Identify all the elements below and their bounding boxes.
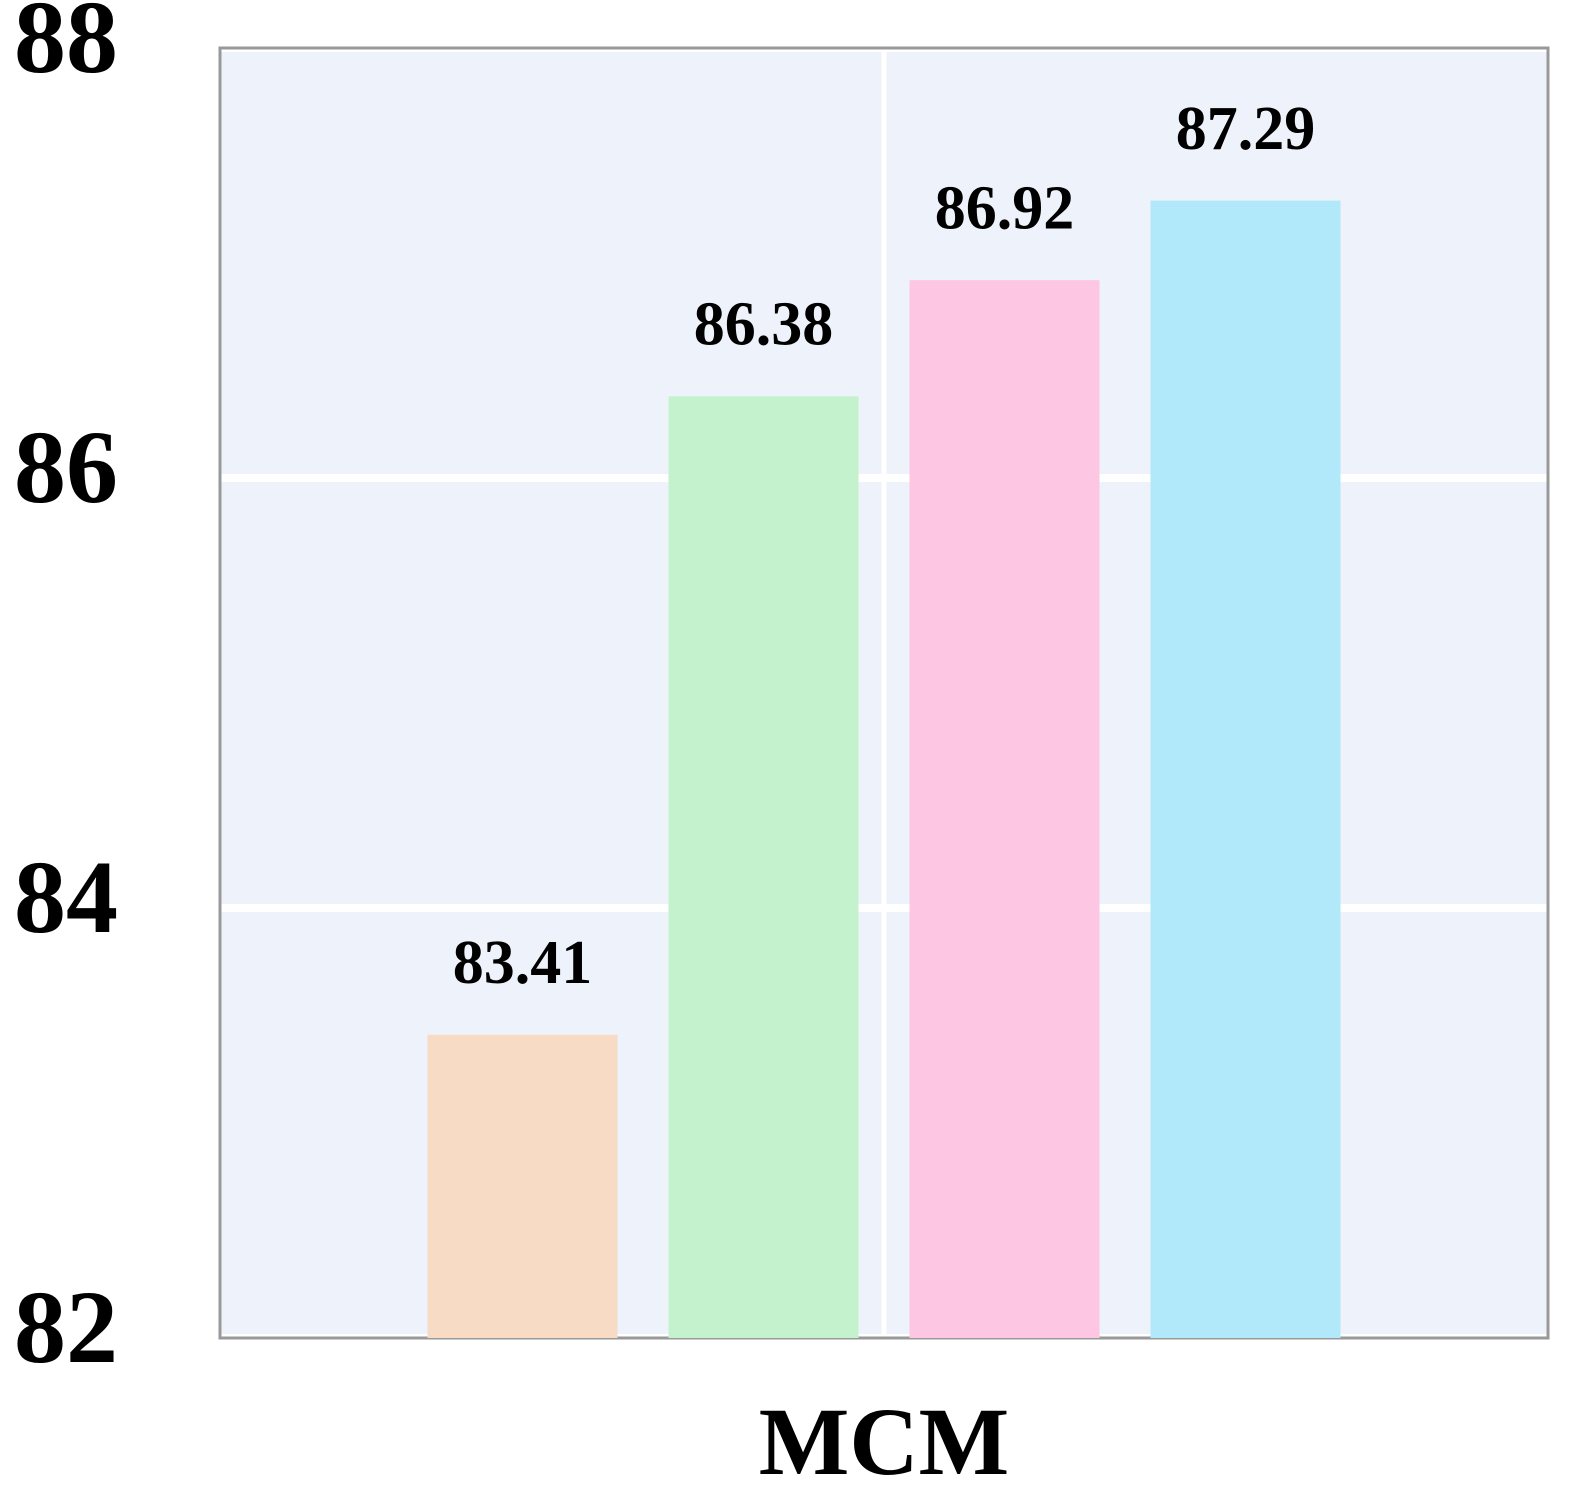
y-tick-label: 88 <box>14 0 118 95</box>
bar <box>1150 200 1341 1338</box>
value-label: 83.41 <box>453 929 593 997</box>
bar <box>668 396 859 1338</box>
bar <box>909 280 1100 1339</box>
plot-border <box>218 46 1550 1340</box>
y-tick-label: 82 <box>14 1270 118 1385</box>
bar <box>427 1034 618 1338</box>
y-tick-label: 84 <box>14 840 118 955</box>
value-label: 87.29 <box>1176 95 1316 163</box>
value-label: 86.92 <box>935 174 1075 242</box>
value-label: 86.38 <box>694 291 834 359</box>
y-tick-label: 86 <box>14 410 118 525</box>
x-tick-label: MCM <box>759 1388 1010 1495</box>
